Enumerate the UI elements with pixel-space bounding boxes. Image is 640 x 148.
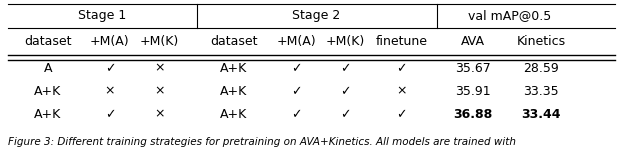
Text: 36.88: 36.88 [453,108,492,121]
Text: A+K: A+K [220,108,248,121]
Text: ✓: ✓ [340,85,351,98]
Text: Kinetics: Kinetics [516,35,566,48]
Text: 35.67: 35.67 [455,62,491,75]
Text: 33.44: 33.44 [521,108,561,121]
Text: A+K: A+K [220,62,248,75]
Text: Stage 2: Stage 2 [292,9,340,22]
Text: ✓: ✓ [105,108,115,121]
Text: +M(A): +M(A) [90,35,130,48]
Text: ✓: ✓ [291,108,301,121]
Text: Stage 1: Stage 1 [78,9,126,22]
Text: ×: × [154,108,165,121]
Text: val mAP@0.5: val mAP@0.5 [468,9,552,22]
Text: ✓: ✓ [396,108,406,121]
Text: ✓: ✓ [291,85,301,98]
Text: 33.35: 33.35 [524,85,559,98]
Text: ×: × [396,85,406,98]
Text: +M(K): +M(K) [140,35,179,48]
Text: ✓: ✓ [396,62,406,75]
Text: A+K: A+K [35,108,61,121]
Text: ✓: ✓ [291,62,301,75]
Text: ✓: ✓ [340,62,351,75]
Text: Figure 3: Different training strategies for pretraining on AVA+Kinetics. All mod: Figure 3: Different training strategies … [8,137,516,147]
Text: AVA: AVA [461,35,484,48]
Text: dataset: dataset [210,35,258,48]
Text: A: A [44,62,52,75]
Text: ✓: ✓ [340,108,351,121]
Text: +M(A): +M(A) [276,35,316,48]
Text: 28.59: 28.59 [523,62,559,75]
Text: +M(K): +M(K) [326,35,365,48]
Text: A+K: A+K [220,85,248,98]
Text: dataset: dataset [24,35,72,48]
Text: 35.91: 35.91 [455,85,491,98]
Text: finetune: finetune [376,35,428,48]
Text: ×: × [154,62,165,75]
Text: ✓: ✓ [105,62,115,75]
Text: A+K: A+K [35,85,61,98]
Text: ×: × [154,85,165,98]
Text: ×: × [105,85,115,98]
